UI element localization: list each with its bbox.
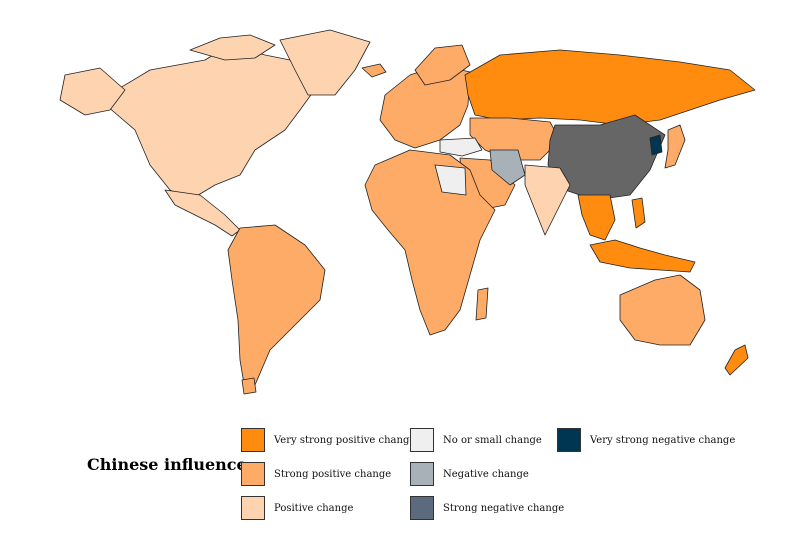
legend-label: Strong positive change — [274, 468, 392, 480]
region-china — [547, 114, 666, 201]
region-alaska — [59, 67, 126, 116]
region-libya — [434, 164, 467, 196]
region-madagascar — [475, 287, 489, 321]
world-map — [59, 29, 756, 395]
legend-swatch — [241, 462, 265, 486]
region-new-zealand — [724, 344, 749, 376]
legend-item-strong-positive: Strong positive change — [241, 462, 391, 486]
legend-item-very-strong-negative: Very strong negative change — [557, 428, 735, 452]
region-greenland — [279, 29, 371, 96]
region-philippines — [631, 197, 646, 229]
region-tierra-del-fuego — [241, 377, 257, 395]
region-southeast-asia — [577, 194, 616, 241]
legend-item-positive: Positive change — [241, 496, 353, 520]
legend-item-very-strong-positive: Very strong positive change — [241, 428, 415, 452]
region-north-america-islands — [189, 34, 276, 61]
region-africa — [364, 149, 496, 336]
legend-item-negative: Negative change — [410, 462, 529, 486]
region-russia — [464, 49, 756, 126]
region-mexico — [164, 189, 241, 237]
legend-swatch — [241, 496, 265, 520]
legend-swatch — [410, 496, 434, 520]
legend-label: Negative change — [443, 468, 529, 480]
region-japan — [664, 124, 686, 169]
legend-swatch — [241, 428, 265, 452]
legend-label: Positive change — [274, 502, 354, 514]
legend-item-no-or-small: No or small change — [410, 428, 542, 452]
legend-item-strong-negative: Strong negative change — [410, 496, 564, 520]
region-north-america — [99, 44, 319, 201]
legend-label: No or small change — [443, 434, 542, 446]
legend-label: Very strong positive change — [274, 434, 416, 446]
region-korea — [649, 134, 663, 156]
region-scandinavia — [414, 44, 471, 86]
legend-label: Very strong negative change — [590, 434, 736, 446]
legend-swatch — [557, 428, 581, 452]
legend-label: Strong negative change — [443, 502, 565, 514]
region-iceland — [361, 63, 387, 78]
legend-title: Chinese influence: — [87, 455, 253, 474]
region-india — [524, 164, 571, 236]
region-australia — [619, 274, 706, 346]
region-iran — [489, 149, 526, 186]
region-indonesia — [589, 239, 696, 273]
legend-swatch — [410, 462, 434, 486]
region-south-america — [227, 224, 326, 391]
region-turkey — [439, 137, 483, 157]
legend-swatch — [410, 428, 434, 452]
